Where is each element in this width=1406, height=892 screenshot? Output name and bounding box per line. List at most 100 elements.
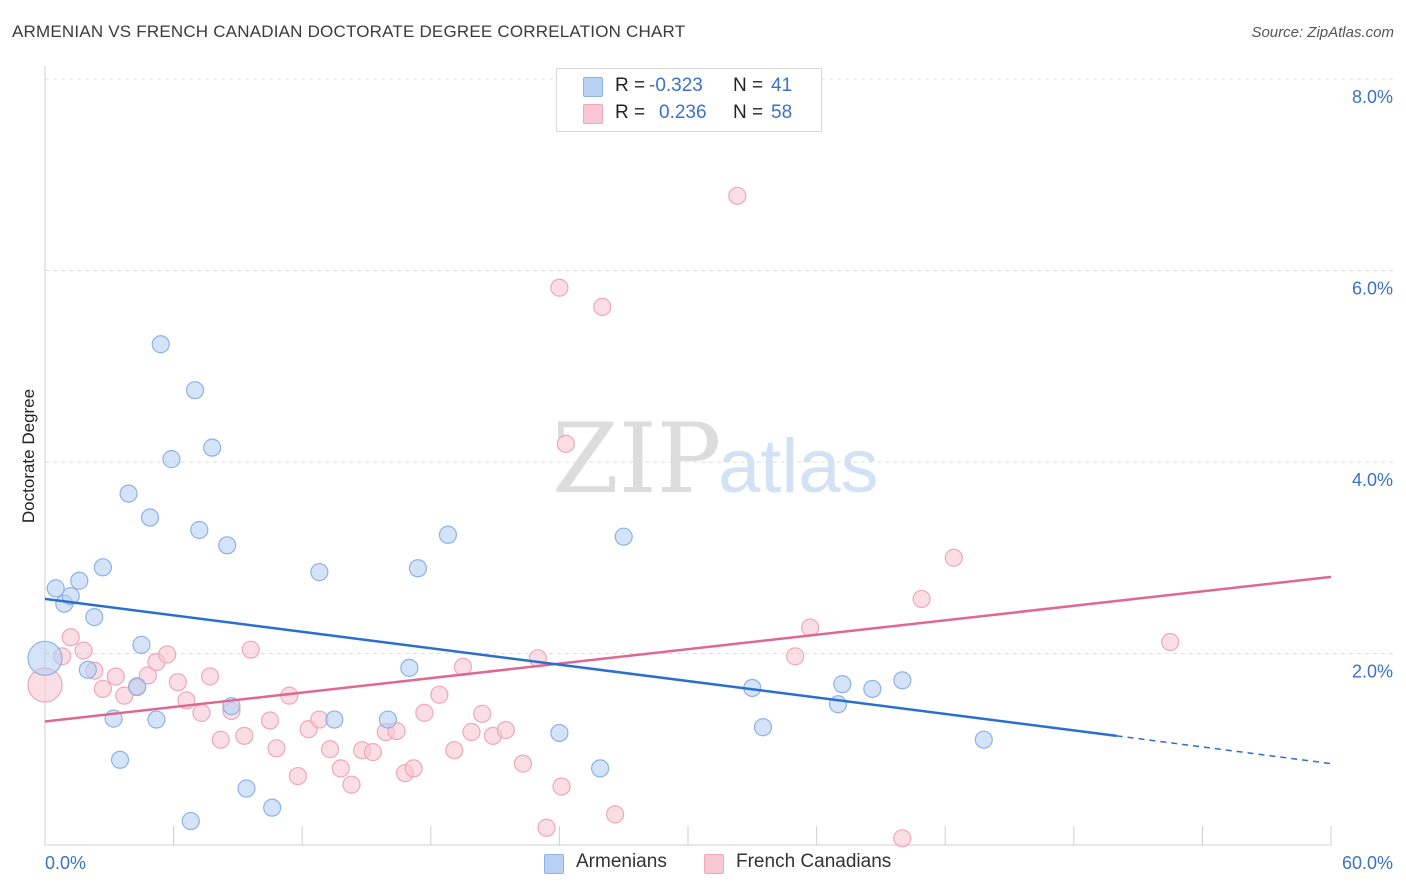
french-canadians-swatch — [704, 854, 724, 874]
armenians-point — [400, 658, 419, 677]
legend-label: French Canadians — [736, 851, 892, 872]
french-canadians-point — [138, 666, 157, 685]
french-canadians-point — [893, 829, 912, 848]
stats-legend: R = -0.323 N = 41 R = 0.236 N = 58 — [556, 68, 822, 132]
french-canadians-point — [404, 759, 423, 778]
french-canadians-point — [537, 818, 556, 837]
y-tick-label: 4.0% — [1352, 470, 1393, 490]
french-canadians-point — [115, 686, 134, 705]
armenians-point — [162, 450, 181, 469]
armenians-point — [119, 484, 138, 503]
french-canadians-point — [606, 805, 625, 824]
french-canadians-point — [415, 703, 434, 722]
french-canadians-trend-line — [44, 575, 1332, 723]
armenians-point — [110, 750, 130, 769]
armenians-point — [753, 718, 773, 737]
french-canadians-point — [944, 548, 963, 567]
armenians-point — [893, 671, 912, 690]
french-canadians-point — [363, 743, 383, 762]
armenians-point — [408, 559, 428, 578]
french-canadians-point — [192, 703, 211, 722]
french-canadians-point — [342, 775, 361, 794]
french-canadians-point — [728, 186, 747, 205]
trend-lines — [44, 575, 1332, 765]
french-canadians-point — [235, 726, 254, 745]
french-canadians-point — [93, 679, 112, 699]
armenians-point — [140, 508, 160, 527]
x-tick-label: 60.0% — [1342, 853, 1393, 873]
french-canadians-point — [106, 667, 125, 686]
armenians-point — [378, 710, 398, 729]
armenians-points — [27, 335, 993, 831]
legend-n-value: 41 — [771, 75, 793, 96]
french-canadians-point — [158, 645, 177, 664]
legend-r-label: R = — [615, 75, 646, 96]
french-canadians-point — [473, 704, 492, 723]
french-canadians-swatch — [583, 104, 603, 124]
french-canadians-point — [61, 628, 80, 647]
armenians-point — [310, 563, 329, 582]
french-canadians-point — [331, 759, 350, 778]
armenians-trend-extension — [1116, 735, 1332, 765]
watermark-atlas: atlas — [718, 424, 879, 509]
french-canadians-point — [786, 647, 805, 666]
french-canadians-points — [27, 186, 1180, 848]
armenians-point — [614, 527, 633, 546]
watermark: ZIP atlas — [552, 403, 879, 515]
grid-lines — [45, 78, 1393, 654]
french-canadians-point — [200, 667, 220, 686]
armenians-point — [61, 586, 80, 606]
chart-source: Source: ZipAtlas.com — [1251, 24, 1394, 41]
french-canadians-point — [445, 741, 464, 760]
armenians-point — [151, 335, 170, 354]
french-canadians-point — [550, 278, 569, 297]
legend-label: Armenians — [576, 851, 667, 872]
armenians-point — [218, 536, 237, 555]
french-canadians-point — [267, 739, 286, 758]
french-canadians-point — [260, 711, 280, 730]
french-canadians-point — [593, 297, 612, 316]
legend-n-label: N = — [733, 102, 764, 123]
armenians-point — [237, 779, 256, 798]
tick-labels: 2.0% 4.0% 6.0% 8.0% 0.0% 60.0% — [45, 87, 1393, 873]
armenians-point — [203, 438, 222, 457]
french-canadians-point — [288, 766, 308, 786]
french-canadians-point — [241, 640, 260, 659]
french-canadians-point — [462, 722, 481, 742]
armenians-point — [185, 381, 205, 400]
armenians-point — [325, 710, 344, 729]
y-tick-label: 6.0% — [1352, 279, 1393, 299]
armenians-point — [70, 571, 89, 590]
armenians-point — [85, 608, 104, 627]
armenians-point — [190, 520, 209, 540]
french-canadians-point — [556, 434, 575, 453]
armenians-swatch — [544, 854, 564, 874]
armenians-point — [132, 635, 151, 654]
armenians-point — [974, 730, 993, 749]
french-canadians-point — [320, 740, 340, 759]
y-axis-label: Doctorate Degree — [19, 389, 38, 523]
armenians-point — [263, 798, 282, 817]
armenians-point — [833, 675, 852, 694]
legend-n-value: 58 — [771, 102, 793, 123]
french-canadians-point — [912, 589, 931, 609]
armenians-point — [147, 710, 166, 729]
axes — [44, 66, 1332, 846]
armenians-point — [863, 679, 882, 699]
legend-n-label: N = — [733, 75, 764, 96]
x-tick-label: 0.0% — [45, 853, 86, 873]
french-canadians-point — [496, 720, 515, 740]
armenians-swatch — [583, 77, 603, 97]
armenians-point — [181, 811, 200, 831]
french-canadians-point — [211, 730, 230, 749]
armenians-point — [78, 660, 97, 679]
armenians-point — [550, 723, 569, 743]
french-canadians-point — [430, 685, 449, 704]
watermark-zip: ZIP — [552, 403, 721, 515]
legend-r-value: 0.236 — [659, 102, 707, 123]
french-canadians-point — [513, 754, 533, 773]
armenians-point — [128, 677, 147, 697]
y-tick-label: 8.0% — [1352, 87, 1393, 107]
french-canadians-point — [168, 673, 187, 692]
